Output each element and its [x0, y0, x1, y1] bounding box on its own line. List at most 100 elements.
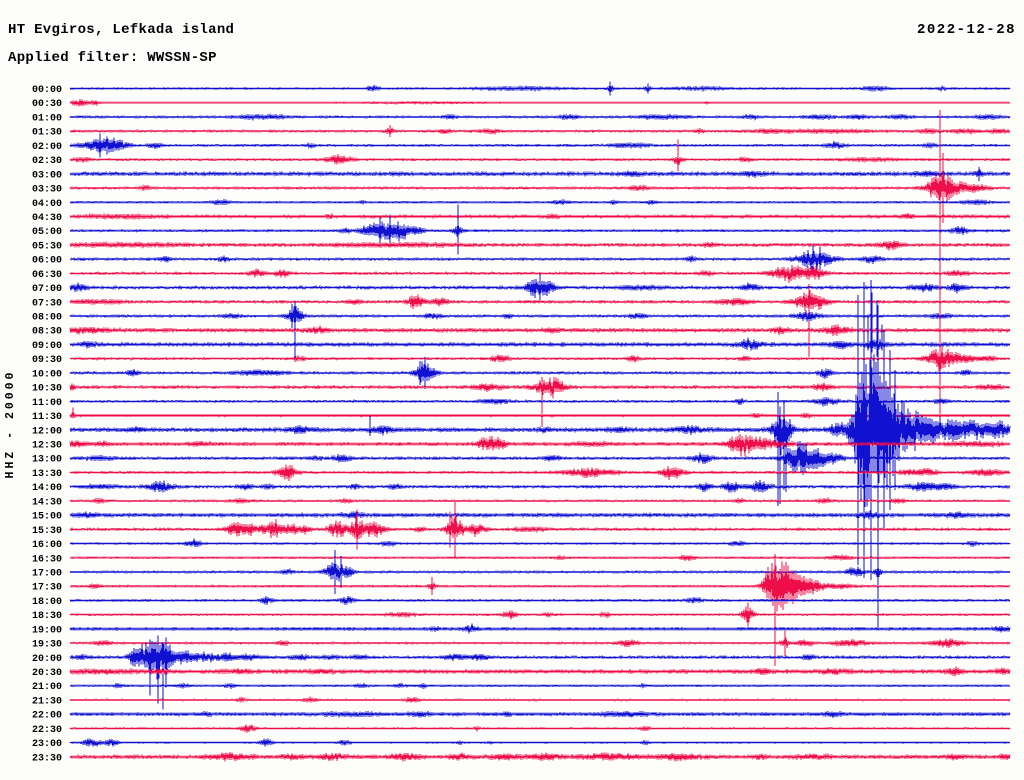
time-label-2030: 20:30: [32, 668, 62, 679]
time-label-0530: 05:30: [32, 241, 62, 252]
trace-row-1930: [69, 637, 1011, 648]
time-label-2000: 20:00: [32, 654, 62, 665]
trace-row-0430: [69, 212, 1011, 221]
trace-row-1430: [69, 496, 1011, 505]
station-title: HT Evgiros, Lefkada island: [8, 22, 235, 38]
time-label-0700: 07:00: [32, 284, 62, 295]
trace-row-1330: [69, 464, 1011, 481]
trace-spikes-1200: [369, 279, 896, 580]
trace-row-1630: [69, 553, 1011, 562]
trace-row-0300: [69, 169, 1011, 178]
trace-row-0600: [69, 249, 1011, 270]
trace-group: 00:00 00:30 01:00 01:30 02:00 02:30 03:00 03:30…: [32, 81, 1011, 764]
time-label-2300: 23:00: [32, 739, 62, 750]
trace-row-2130: [69, 695, 1011, 704]
time-label-1600: 16:00: [32, 540, 62, 551]
trace-spikes-1000: [419, 356, 426, 389]
trace-row-2100: [69, 681, 1011, 690]
date-label: 2022-12-28: [916, 22, 1016, 38]
trace-row-0330: [69, 173, 1011, 203]
time-label-0130: 01:30: [32, 128, 62, 139]
filter-label: Applied filter: WWSSN-SP: [8, 50, 217, 66]
trace-row-0800: [69, 305, 1011, 328]
time-label-1530: 15:30: [32, 526, 62, 537]
trace-row-0830: [69, 324, 1011, 337]
time-label-0230: 02:30: [32, 156, 62, 167]
trace-row-1400: [69, 479, 1011, 493]
time-label-1230: 12:30: [32, 441, 62, 452]
time-label-1730: 17:30: [32, 583, 62, 594]
trace-spikes-0330: [939, 110, 944, 276]
trace-row-0730: [69, 290, 1011, 312]
time-label-1630: 16:30: [32, 554, 62, 565]
time-label-2200: 22:00: [32, 711, 62, 722]
trace-row-1530: [69, 515, 1011, 545]
time-label-1000: 10:00: [32, 369, 62, 380]
time-label-1300: 13:00: [32, 455, 62, 466]
left-axis-label: HHZ - 20000: [4, 370, 17, 479]
trace-row-2300: [69, 738, 1011, 747]
time-label-1130: 11:30: [32, 412, 62, 423]
time-label-0300: 03:00: [32, 170, 62, 181]
time-label-1400: 14:00: [32, 483, 62, 494]
time-label-1830: 18:30: [32, 611, 62, 622]
time-label-1800: 18:00: [32, 597, 62, 608]
trace-spikes-0500: [379, 204, 459, 255]
trace-spikes-0900: [867, 292, 883, 357]
trace-spikes-0600: [812, 245, 821, 274]
trace-row-2030: [69, 666, 1011, 677]
trace-row-1100: [69, 397, 1011, 407]
time-label-0900: 09:00: [32, 341, 62, 352]
time-label-1700: 17:00: [32, 569, 62, 580]
trace-row-0000: [69, 84, 1011, 93]
time-label-1200: 12:00: [32, 426, 62, 437]
time-label-0430: 04:30: [32, 213, 62, 224]
trace-row-0500: [69, 220, 1011, 242]
time-label-1500: 15:00: [32, 512, 62, 523]
time-label-0930: 09:30: [32, 355, 62, 366]
time-label-0030: 00:30: [32, 99, 62, 110]
time-label-0600: 06:00: [32, 256, 62, 267]
trace-row-2230: [69, 724, 1011, 733]
time-label-0200: 02:00: [32, 142, 62, 153]
time-label-0000: 00:00: [32, 85, 62, 96]
trace-row-1500: [69, 510, 1011, 520]
trace-row-1030: [69, 377, 1011, 399]
trace-row-0130: [69, 127, 1011, 136]
trace-row-1200: [69, 351, 1011, 507]
time-label-0800: 08:00: [32, 313, 62, 324]
time-label-0100: 01:00: [32, 113, 62, 124]
trace-row-1800: [69, 595, 1011, 605]
time-label-1330: 13:30: [32, 469, 62, 480]
trace-row-2330: [69, 752, 1011, 762]
trace-row-1300: [69, 440, 1011, 475]
trace-row-1230: [69, 434, 1011, 457]
trace-row-1700: [69, 562, 1011, 582]
trace-row-0900: [69, 337, 1011, 351]
time-label-2330: 23:30: [32, 753, 62, 764]
trace-row-1130: [69, 411, 1011, 420]
trace-spikes-0200: [99, 133, 108, 158]
time-label-0830: 08:30: [32, 327, 62, 338]
time-label-1100: 11:00: [32, 398, 62, 409]
trace-spikes-0000: [609, 81, 649, 96]
trace-row-0930: [69, 347, 1011, 371]
trace-row-2200: [69, 710, 1011, 719]
time-label-0330: 03:30: [32, 185, 62, 196]
time-label-1900: 19:00: [32, 625, 62, 636]
trace-row-0200: [69, 137, 1011, 153]
trace-row-1900: [69, 623, 1011, 634]
time-label-0630: 06:30: [32, 270, 62, 281]
trace-row-2000: [69, 640, 1011, 680]
trace-row-1730: [69, 561, 1011, 612]
trace-row-0030: [69, 99, 1011, 107]
trace-spikes-1300: [779, 412, 787, 505]
trace-row-0630: [69, 264, 1011, 283]
trace-row-0230: [69, 154, 1011, 165]
time-label-1430: 14:30: [32, 497, 62, 508]
trace-row-0530: [69, 240, 1011, 251]
time-label-1030: 10:30: [32, 384, 62, 395]
trace-row-0400: [69, 198, 1011, 207]
